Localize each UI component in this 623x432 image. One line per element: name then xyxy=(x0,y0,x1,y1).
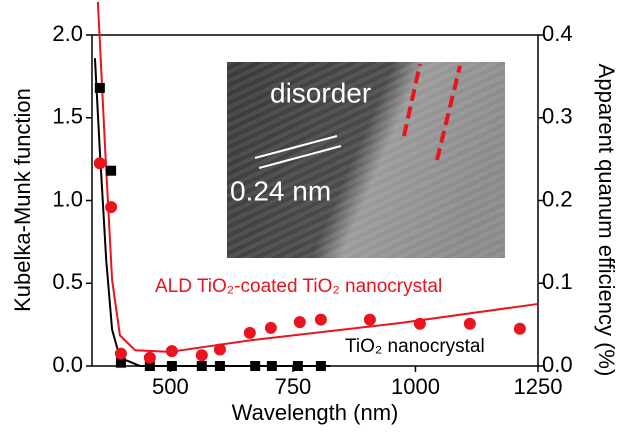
data-point xyxy=(463,317,476,330)
data-point xyxy=(165,345,178,358)
y-tick-label: 0.5 xyxy=(52,269,83,294)
data-point xyxy=(106,165,117,176)
y2-tick-label: 0.4 xyxy=(542,21,573,46)
data-point xyxy=(266,361,277,371)
inset-label: disorder xyxy=(270,77,371,108)
inset-image: disorder 0.24 nm xyxy=(227,62,505,258)
data-point xyxy=(250,361,261,371)
data-point xyxy=(143,351,156,364)
data-point xyxy=(213,343,226,356)
y2-axis-label: Apparent quanum efficiency (%) xyxy=(594,64,619,377)
data-point xyxy=(513,322,526,335)
data-point xyxy=(166,361,177,371)
data-point xyxy=(93,157,106,170)
inset-spacing: 0.24 nm xyxy=(230,175,331,206)
y2-tick-label: 0.2 xyxy=(542,186,573,211)
x-axis-label: Wavelength (nm) xyxy=(232,400,399,425)
data-point xyxy=(115,357,126,368)
y-tick-label: 0.0 xyxy=(52,352,83,377)
data-point xyxy=(105,201,118,214)
fit-line xyxy=(93,58,331,367)
y2-tick-label: 0.1 xyxy=(542,269,573,294)
data-point xyxy=(363,313,376,326)
y-tick-label: 1.5 xyxy=(52,104,83,129)
data-point xyxy=(243,326,256,339)
y2-tick-label: 0.0 xyxy=(542,352,573,377)
data-point xyxy=(195,349,208,362)
fit-line xyxy=(96,1,539,353)
data-point xyxy=(114,347,127,360)
y2-tick-label: 0.3 xyxy=(542,104,573,129)
y-tick-label: 1.0 xyxy=(52,186,83,211)
y-axis-label: Kubelka-Munk function xyxy=(10,88,35,312)
data-point xyxy=(292,361,303,371)
data-point xyxy=(264,321,277,334)
data-point xyxy=(214,361,225,371)
data-point xyxy=(144,361,155,371)
data-point xyxy=(94,82,105,93)
data-point xyxy=(293,316,306,329)
data-point xyxy=(413,317,426,330)
annotation: TiO₂ nanocrystal xyxy=(345,336,485,357)
annotation: ALD TiO₂-coated TiO₂ nanocrystal xyxy=(155,276,442,297)
data-point xyxy=(196,361,207,371)
x-tick-label: 1000 xyxy=(391,374,440,399)
x-tick-label: 1250 xyxy=(514,374,563,399)
x-tick-label: 500 xyxy=(152,374,189,399)
y-tick-label: 2.0 xyxy=(52,21,83,46)
x-tick-label: 750 xyxy=(275,374,312,399)
data-point xyxy=(314,313,327,326)
data-point xyxy=(315,361,326,371)
